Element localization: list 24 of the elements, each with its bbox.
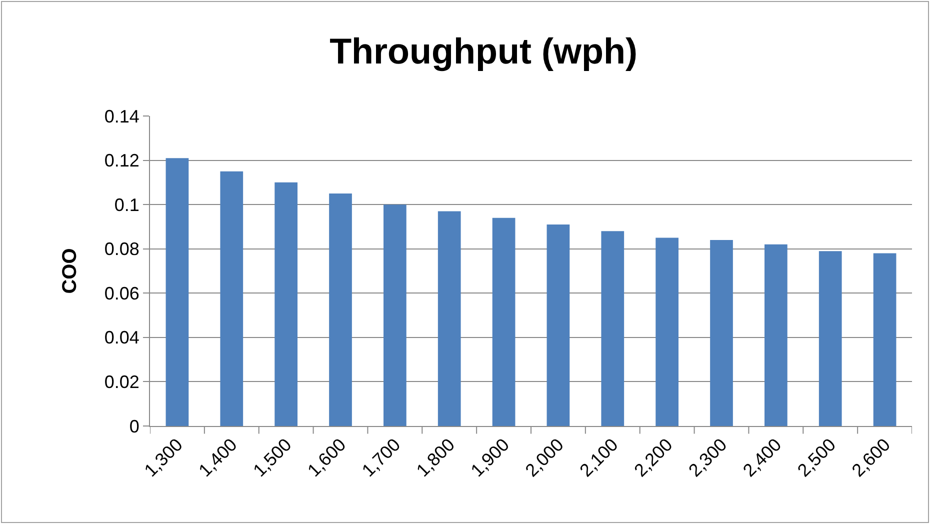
y-tick-label: 0.14 (104, 106, 140, 126)
bar (873, 253, 896, 426)
bar (546, 224, 570, 426)
bar (710, 240, 733, 426)
y-tick-label: 0.04 (104, 328, 140, 348)
bar (166, 158, 189, 426)
y-tick-label: 0.12 (104, 150, 140, 171)
chart-title: Throughput (wph) (330, 30, 638, 72)
bar (438, 211, 461, 426)
bar (601, 231, 624, 426)
bar (384, 204, 406, 426)
bar (274, 182, 298, 426)
y-tick-label: 0.06 (104, 283, 140, 304)
bar (329, 194, 352, 426)
bar (764, 244, 788, 426)
y-tick-label: 0.08 (104, 239, 140, 260)
bar (656, 238, 678, 426)
bar (492, 218, 516, 426)
y-tick-label: 0 (129, 416, 140, 436)
y-axis-title: COO (58, 248, 81, 294)
bar (818, 251, 842, 426)
y-tick-label: 0.02 (104, 372, 140, 392)
y-tick-label: 0.1 (114, 194, 140, 215)
bar (220, 171, 244, 426)
